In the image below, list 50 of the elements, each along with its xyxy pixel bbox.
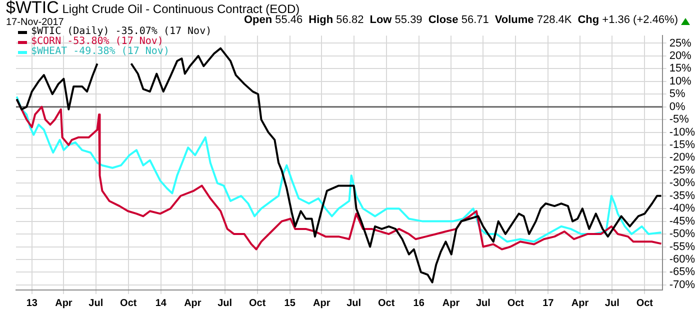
x-tick-label: Apr bbox=[184, 298, 202, 309]
legend-label: $CORN -53.80% (17 Nov) bbox=[31, 36, 164, 47]
x-tick-label: Apr bbox=[442, 298, 460, 309]
x-tick-label: Jul bbox=[476, 298, 491, 309]
y-tick-label: 20% bbox=[669, 50, 692, 62]
y-tick-label: -20% bbox=[669, 152, 696, 164]
x-tick-label: 14 bbox=[155, 298, 167, 309]
x-tick-label: 17 bbox=[542, 298, 554, 309]
text: Open 55.46 bbox=[244, 14, 303, 26]
text: Low 55.39 bbox=[370, 14, 422, 26]
x-tick-label: Apr bbox=[313, 298, 330, 309]
y-tick-label: -55% bbox=[669, 240, 696, 253]
text: High 56.82 bbox=[308, 14, 364, 26]
legend-label: $WHEAT -49.38% (17 Nov) bbox=[31, 46, 170, 57]
x-tick-label: Apr bbox=[55, 298, 72, 309]
y-tick-label: -45% bbox=[669, 215, 696, 228]
y-tick-label: 10% bbox=[669, 75, 692, 88]
y-tick-label: 25% bbox=[669, 37, 692, 50]
y-tick-label: -40% bbox=[669, 202, 696, 215]
x-tick-label: 13 bbox=[26, 298, 38, 309]
y-tick-label: -70% bbox=[669, 278, 696, 291]
chart-subtitle: 17-Nov-2017 bbox=[6, 17, 64, 28]
x-tick-label: Jul bbox=[218, 298, 232, 309]
x-tick-label: 16 bbox=[413, 298, 425, 309]
x-tick-label: Oct bbox=[636, 298, 654, 309]
x-tick-label: Oct bbox=[507, 298, 525, 309]
y-tick-label: -30% bbox=[669, 177, 696, 190]
y-tick-label: -5% bbox=[669, 114, 690, 126]
y-tick-label: -60% bbox=[669, 254, 696, 266]
y-tick-label: -25% bbox=[669, 164, 696, 176]
x-tick-label: Apr bbox=[571, 298, 589, 309]
text: Chg +1.36 (+2.46%) bbox=[578, 14, 678, 26]
y-tick-label: 0% bbox=[669, 100, 686, 113]
y-tick-label: 15% bbox=[669, 62, 692, 75]
y-tick-label: -10% bbox=[669, 126, 696, 138]
y-tick-label: -50% bbox=[669, 228, 696, 240]
x-tick-label: Jul bbox=[604, 298, 620, 309]
text: Volume 728.4K bbox=[494, 14, 572, 26]
x-tick-label: Jul bbox=[346, 298, 362, 309]
text: Close 56.71 bbox=[428, 14, 489, 26]
x-tick-label: 15 bbox=[284, 298, 296, 309]
y-tick-label: -65% bbox=[669, 266, 696, 278]
y-tick-label: -35% bbox=[669, 190, 696, 202]
y-tick-label: 5% bbox=[669, 88, 686, 100]
x-tick-label: Oct bbox=[120, 298, 138, 309]
x-tick-label: Oct bbox=[378, 298, 396, 309]
x-tick-label: Oct bbox=[249, 298, 266, 309]
y-tick-label: -15% bbox=[669, 139, 696, 152]
x-tick-label: Jul bbox=[88, 298, 104, 309]
legend-label: $WTIC (Daily) -35.07% (17 Nov) bbox=[31, 26, 212, 37]
